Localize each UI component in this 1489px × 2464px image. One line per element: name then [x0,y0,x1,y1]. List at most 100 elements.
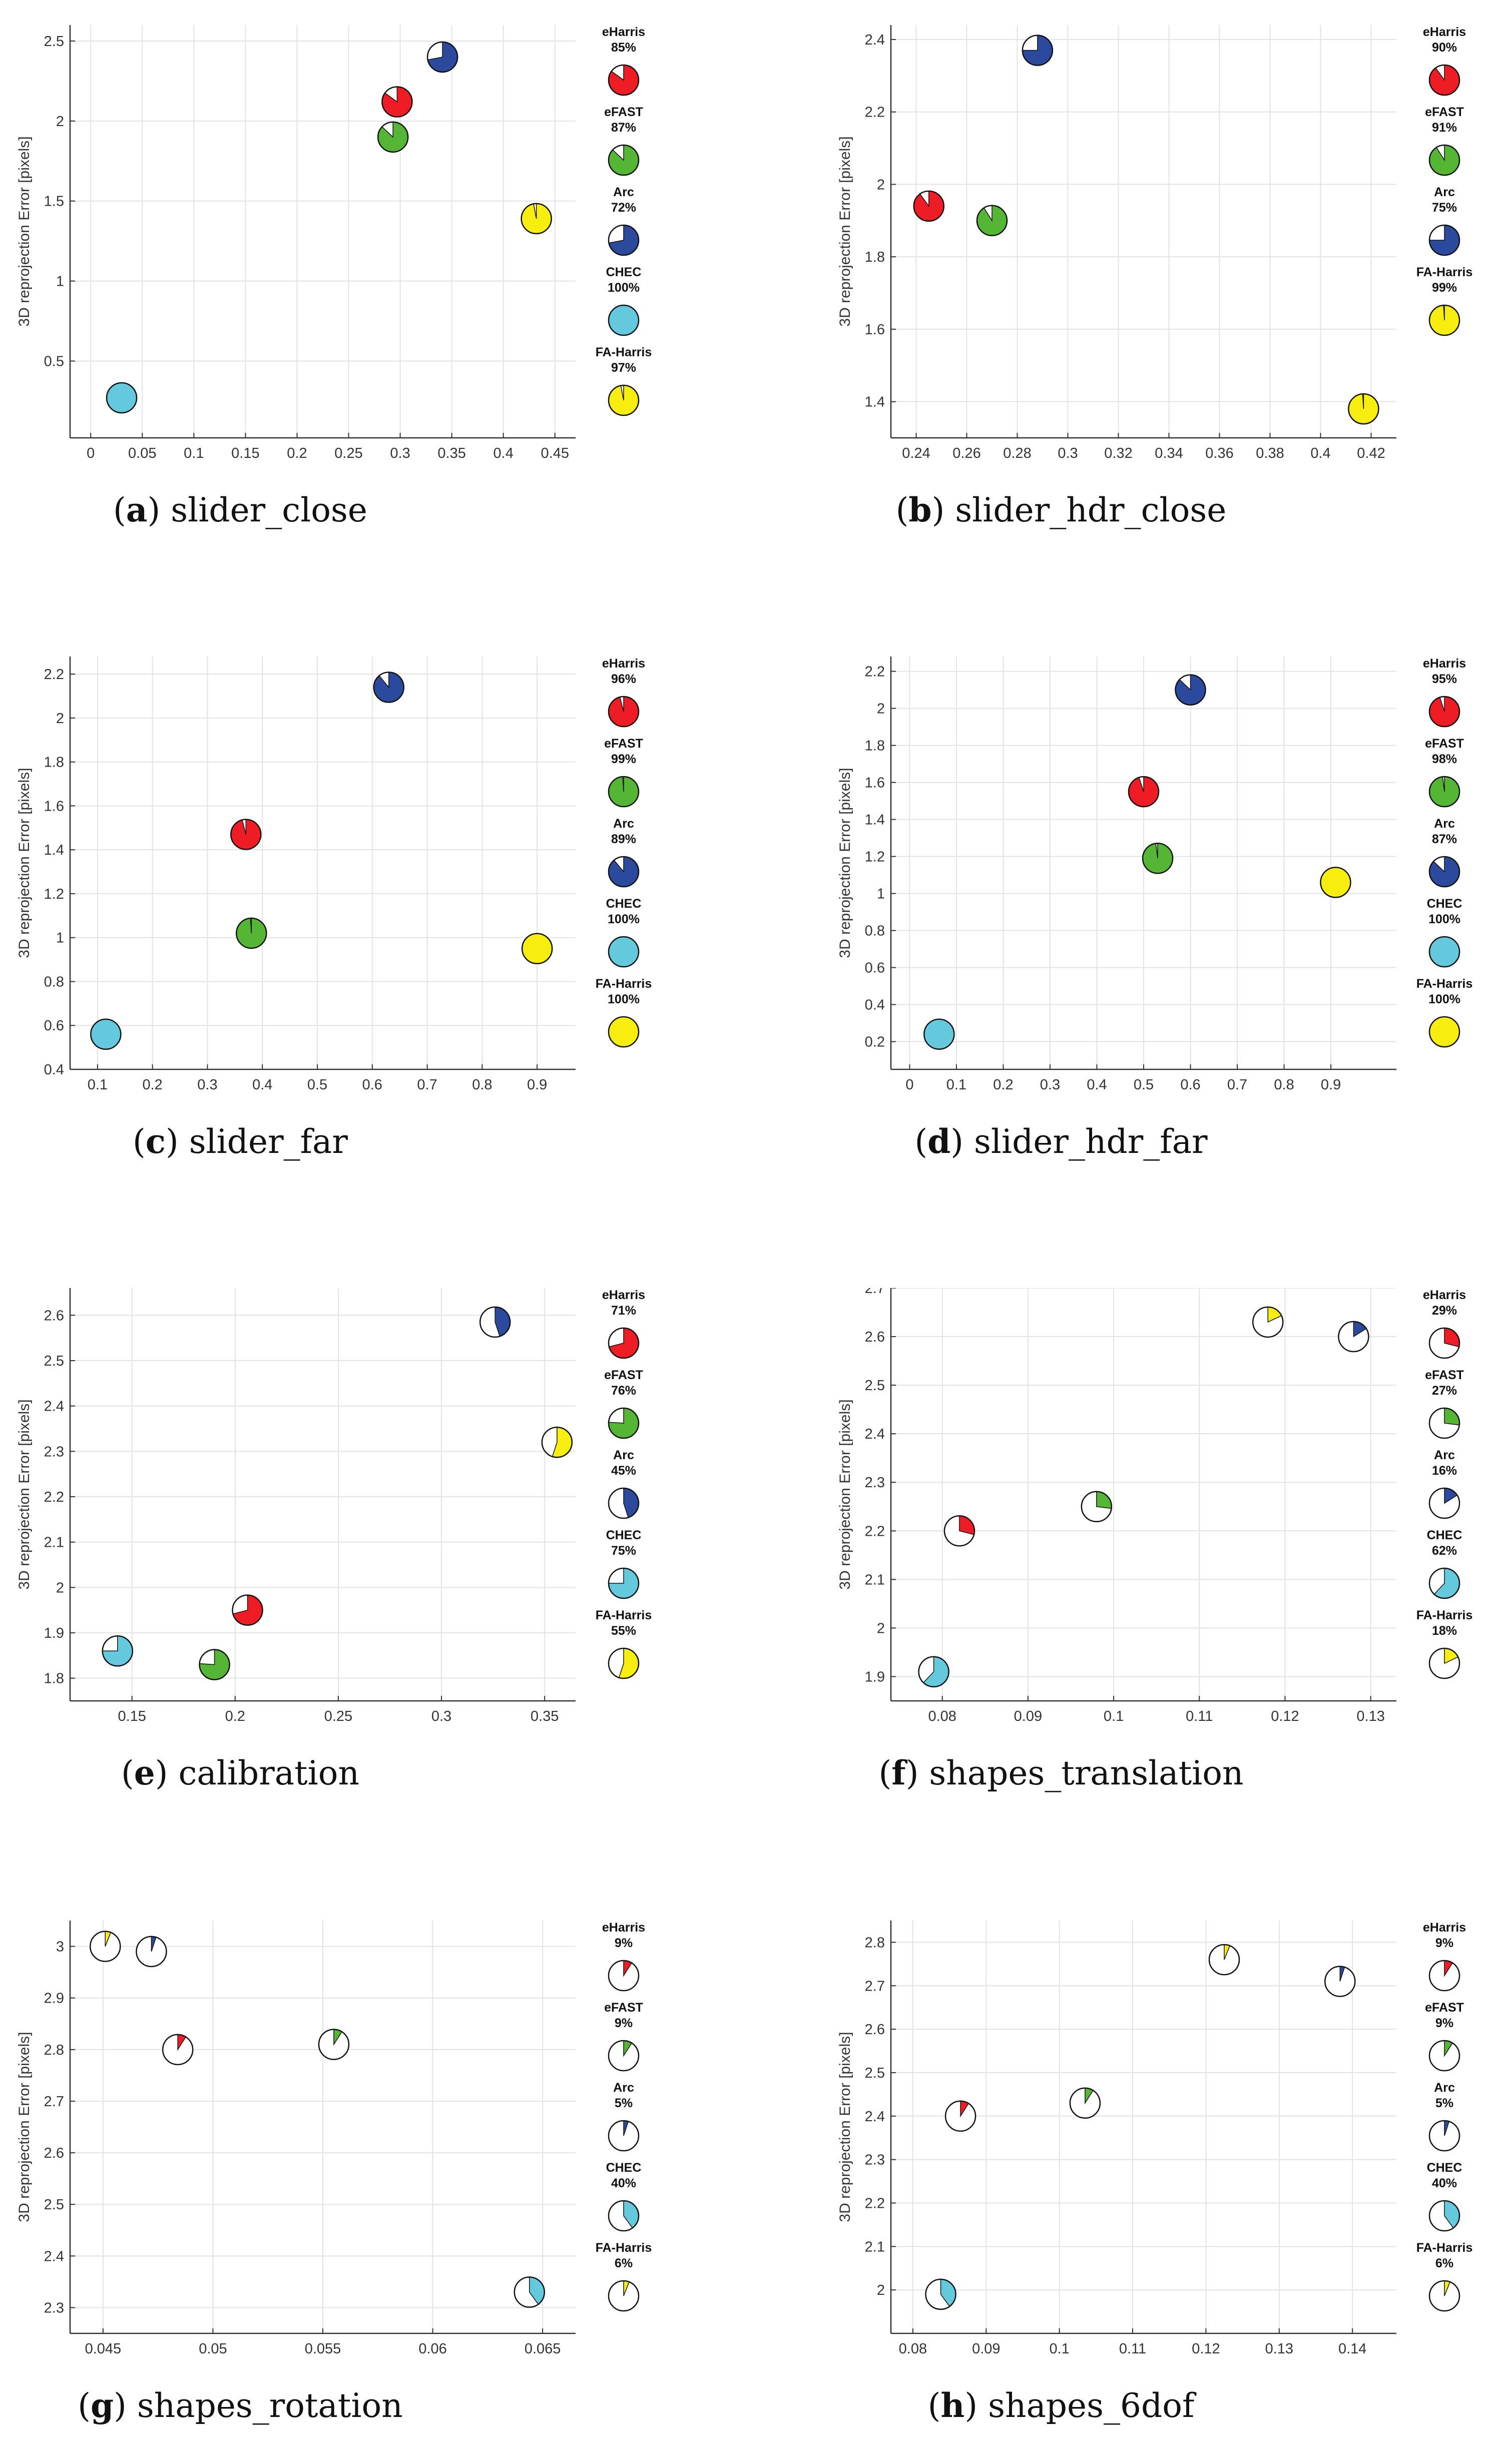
y-tick-label: 1.4 [865,394,885,410]
x-axis-label: Track Lifetime [s] [266,464,379,465]
x-tick-label: 0.3 [431,1708,451,1724]
x-tick-label: 0.5 [307,1077,327,1093]
data-point-eharris [1128,776,1160,808]
legend-label: Arc [1434,185,1455,199]
data-point-fa-harris [1348,393,1379,425]
legend-pie-outline [1428,304,1460,336]
legend: eHarris 29% eFAST 27% Arc 16% CHEC 62% FA-Harris… [1416,1288,1472,1679]
x-tick-label: 0.4 [1087,1077,1107,1093]
legend-pie-outline [608,2120,640,2152]
y-tick-label: 0.6 [865,960,885,976]
y-tick-label: 2.6 [44,1308,64,1324]
legend-pie-outline [608,1647,640,1679]
pie-outline [521,203,552,235]
caption-letter: e [134,1753,155,1792]
legend-label: eFAST [1425,737,1464,751]
pie-outline [381,86,413,118]
data-point-eharris [944,2100,976,2132]
legend-item-eharris: eHarris 85% [602,25,645,96]
legend-pie-outline [1428,1407,1460,1439]
legend-label: eHarris [602,25,645,39]
data-point-chec [918,1656,949,1688]
pie-outline [1128,776,1160,808]
x-tick-label: 0.09 [972,2341,1000,2357]
legend-pie-outline [608,1487,640,1519]
legend-percentage: 76% [611,1384,636,1398]
legend-item-arc: Arc 75% [1428,185,1460,256]
legend-pie-outline [1428,2040,1460,2072]
legend-label: eFAST [604,105,643,119]
data-point-chec [102,1635,134,1667]
y-axis-label: 3D reprojection Error [pixels] [16,1399,33,1589]
legend-percentage: 100% [608,992,640,1006]
chart-panel-f: 0.08 0.09 0.1 0.11 0.12 0.13 1.9 2 2.1 2.2 2.3 2.4 2… [821,1281,1489,1743]
legend-pie-outline [1428,1487,1460,1519]
legend-percentage: 99% [611,752,636,766]
y-tick-label: 1 [877,886,885,902]
y-axis-label: 3D reprojection Error [pixels] [16,768,33,958]
pie-outline [102,1635,134,1667]
legend-label: eFAST [1425,2001,1464,2015]
legend-percentage: 5% [615,2096,633,2110]
caption-letter: d [927,1122,951,1161]
data-point-eharris [943,1515,975,1547]
pie-outline [318,2029,350,2060]
y-tick-label: 2.3 [44,1444,64,1460]
x-tick-label: 0.08 [928,1708,956,1724]
legend-item-efast: eFAST 27% [1425,1368,1464,1439]
legend-label: Arc [613,817,634,831]
caption-c: (c) slider_far [133,1122,348,1161]
scatter-chart: 0.08 0.09 0.1 0.11 0.12 0.13 1.9 2 2.1 2.2 2.3 2.4 2… [837,1281,1472,1743]
scatter-chart: 0.045 0.05 0.055 0.06 0.065 2.3 2.4 2.5 2.6 2.7 2.… [16,1921,652,2376]
legend-item-efast: eFAST 91% [1425,105,1464,176]
x-axis-label: Track Lifetime [s] [266,1095,379,1097]
legend-pie-outline [1428,1960,1460,1992]
legend: eHarris96%eFAST99%Arc89%CHEC100%FA-Harri… [596,657,652,1048]
legend-label: eFAST [604,1368,643,1382]
caption-letter: f [891,1753,906,1792]
x-tick-label: 0.05 [199,2341,227,2357]
x-tick-label: 0.12 [1271,1708,1299,1724]
x-tick-label: 0.055 [305,2341,341,2357]
legend-pie-outline [608,304,640,336]
data-point-chec [923,1018,955,1050]
y-tick-label: 2.3 [865,2152,885,2168]
x-tick-label: 0.4 [1310,445,1330,461]
y-tick-label: 2.5 [44,2197,64,2213]
y-tick-label: 2 [56,114,64,130]
plot-area [70,657,576,1069]
chart-panel-h: 0.08 0.09 0.1 0.11 0.12 0.13 0.14 2 2.1 2.2 2.3 2.4… [821,1921,1489,2376]
legend-label: Arc [1434,2081,1455,2095]
legend-percentage: 40% [1432,2176,1457,2190]
y-tick-label: 2.1 [44,1535,64,1551]
x-tick-label: 0.3 [1058,445,1078,461]
legend-item-fa-harris: FA-Harris 97% [596,345,652,416]
data-point-arc [136,1936,167,1968]
data-point-fa-harris [1252,1306,1284,1338]
x-axis-label: Track Lifetime [s] [266,1727,379,1728]
pie-outline [541,1426,573,1458]
legend-pie-outline [1428,1016,1460,1048]
legend-percentage: 9% [1435,2016,1453,2030]
legend-label: eFAST [604,737,643,751]
pie-outline [90,1018,122,1050]
data-point-arc [1338,1321,1369,1353]
x-tick-label: 0.26 [952,445,980,461]
caption-letter: c [145,1122,166,1161]
caption-text: shapes_rotation [137,2386,403,2425]
x-tick-label: 0.2 [143,1077,163,1093]
y-tick-label: 1.4 [865,812,885,828]
pie-slice [1320,867,1351,898]
pie-outline [976,205,1008,237]
legend-label: Arc [613,2081,634,2095]
y-tick-label: 1.6 [865,775,885,791]
legend-item-efast: eFAST 87% [604,105,643,176]
x-tick-label: 0.2 [225,1708,245,1724]
x-tick-label: 0.2 [287,445,307,461]
